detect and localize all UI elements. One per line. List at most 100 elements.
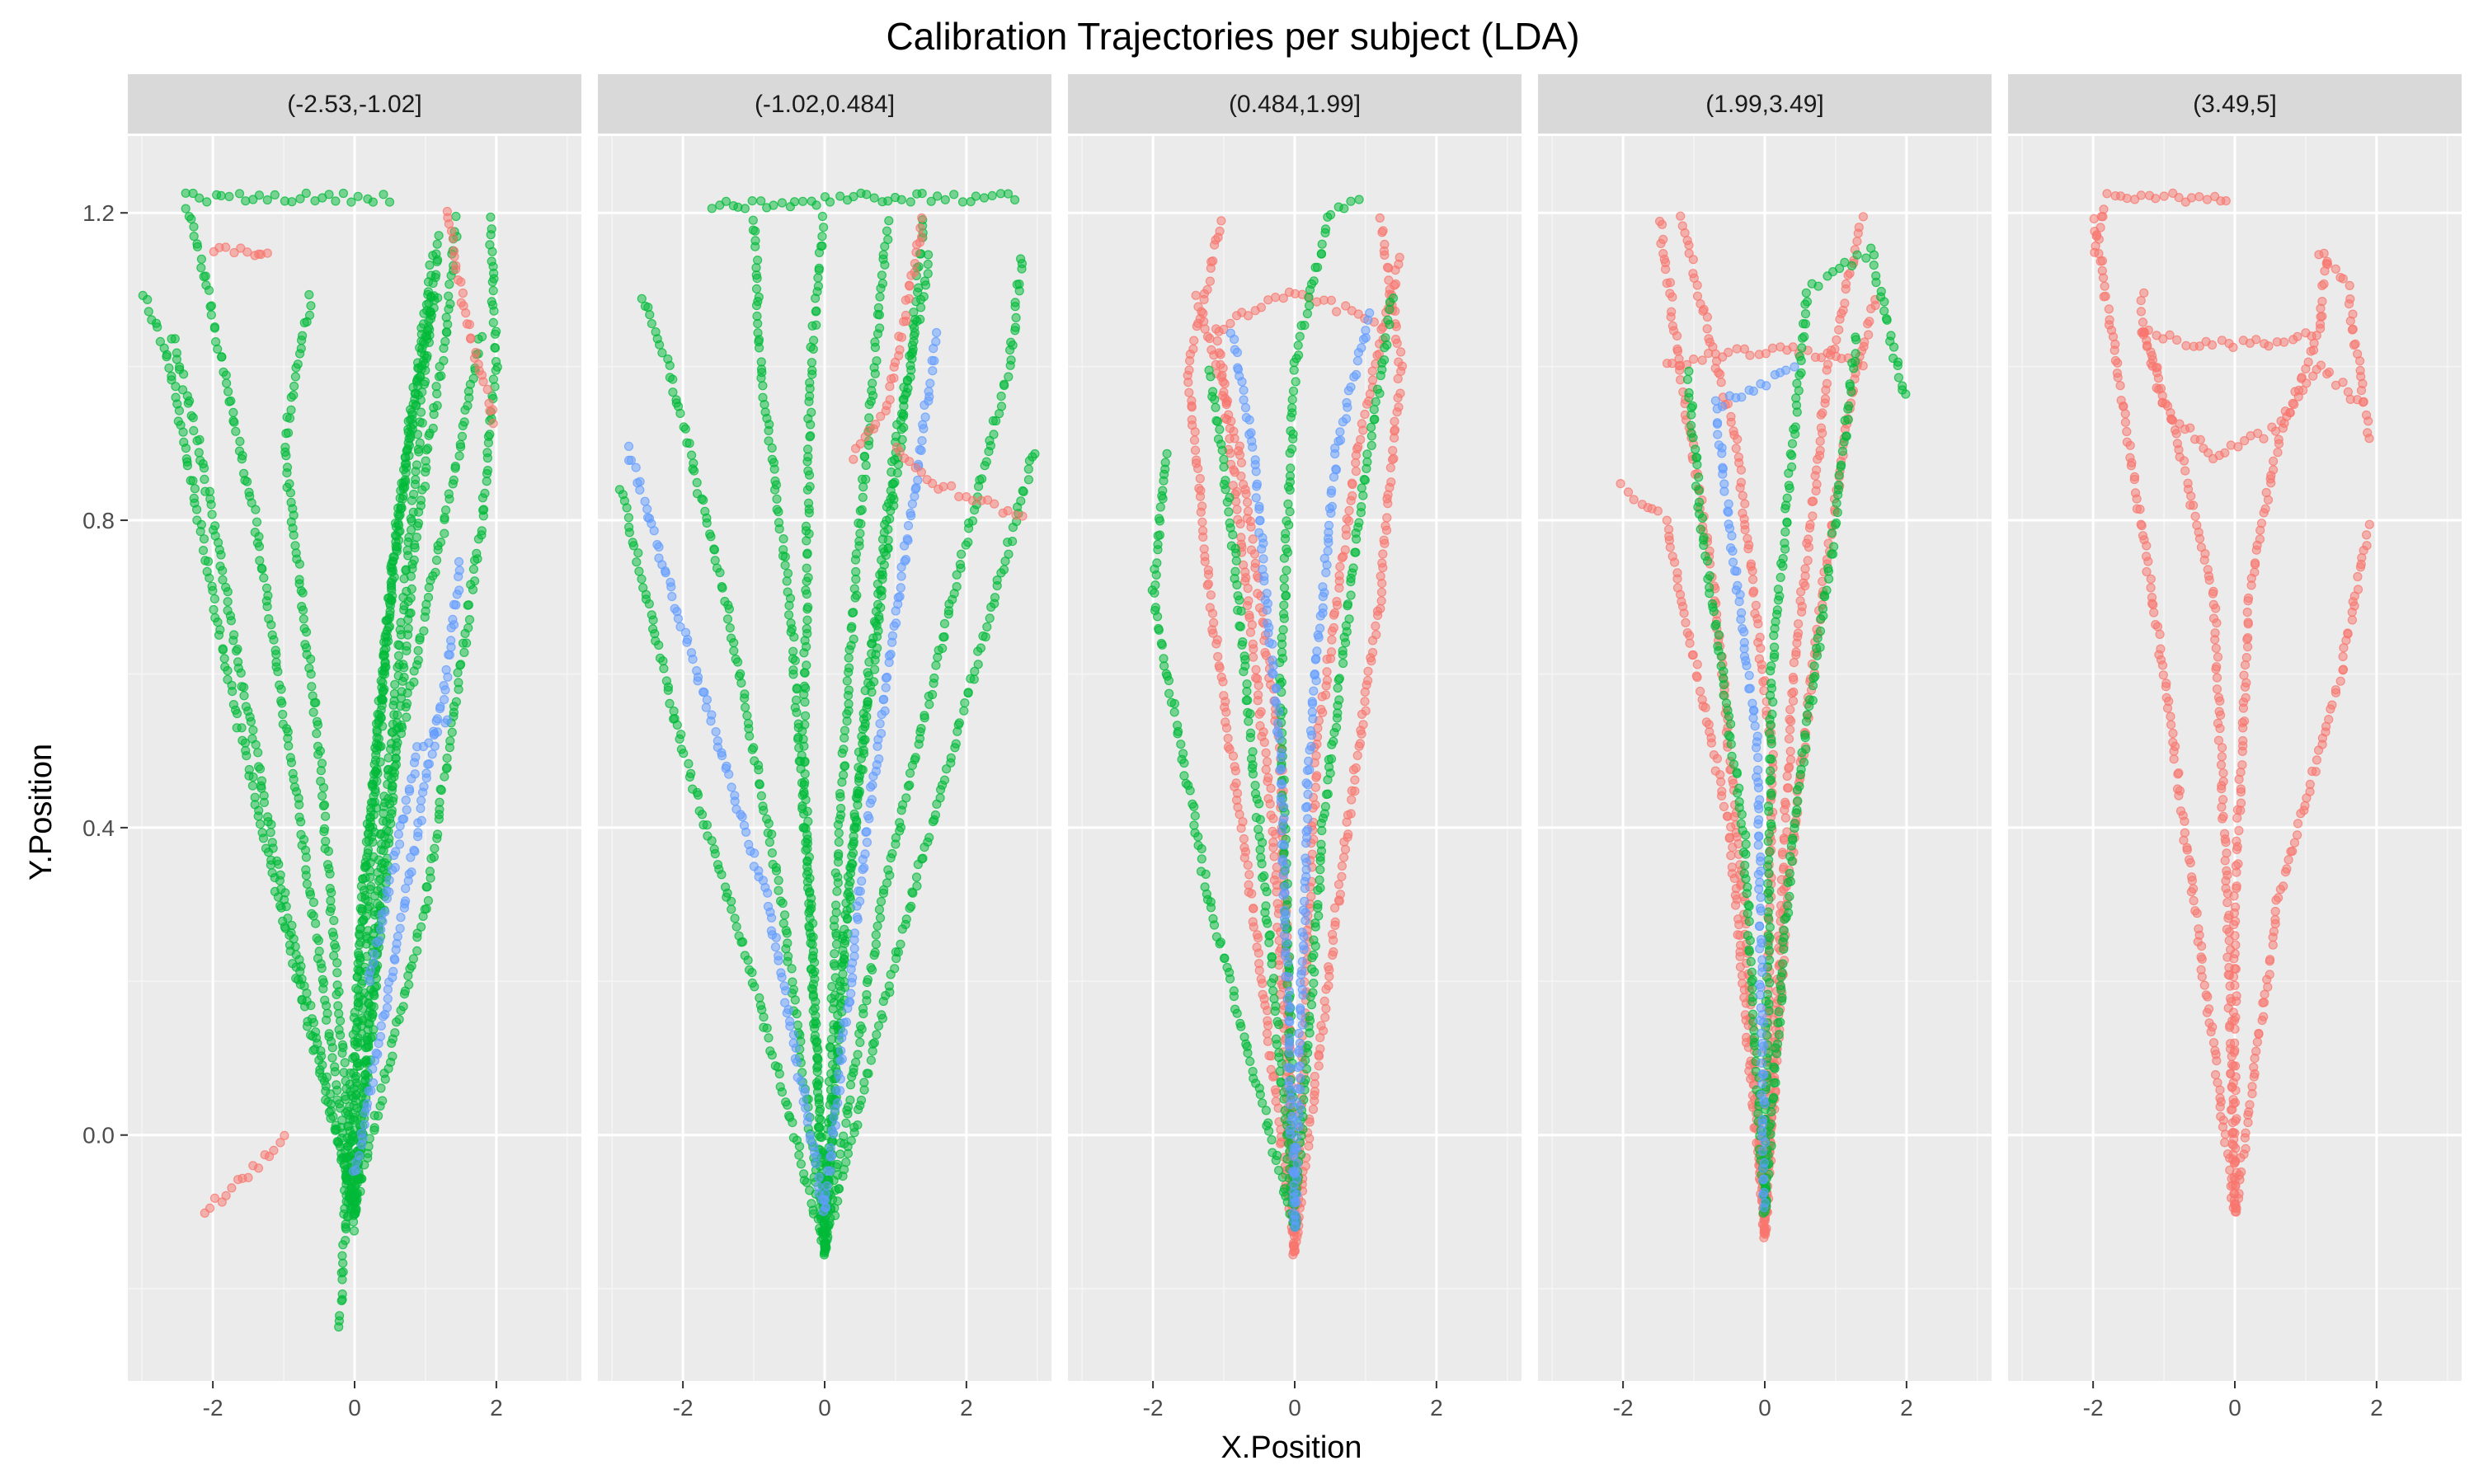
data-point — [875, 913, 886, 923]
data-point — [1329, 622, 1339, 633]
data-point — [1324, 962, 1333, 972]
data-point — [381, 629, 391, 640]
data-point — [1369, 415, 1380, 425]
data-point — [849, 928, 860, 938]
data-point — [439, 355, 449, 366]
data-point — [1300, 321, 1310, 331]
data-point — [805, 378, 815, 387]
data-point — [296, 829, 306, 839]
data-point — [1208, 618, 1219, 628]
data-point — [1272, 1017, 1282, 1026]
data-point — [1334, 695, 1344, 705]
data-point — [211, 337, 221, 347]
data-point — [734, 931, 744, 941]
data-point — [463, 600, 474, 610]
data-point — [349, 1068, 359, 1078]
data-point — [1394, 402, 1404, 412]
data-point — [861, 460, 871, 471]
data-point — [1261, 748, 1271, 758]
data-point — [1275, 674, 1285, 683]
data-point — [882, 878, 892, 888]
data-point — [1320, 690, 1331, 700]
data-point — [845, 1095, 855, 1105]
data-point — [1254, 832, 1264, 842]
data-point — [1360, 697, 1370, 707]
data-point — [261, 583, 272, 594]
data-point — [1662, 279, 1672, 289]
data-point — [838, 1027, 849, 1037]
data-point — [1297, 1020, 1307, 1030]
data-point — [241, 702, 251, 711]
data-point — [442, 327, 452, 337]
data-point — [283, 428, 294, 438]
data-point — [834, 828, 844, 838]
data-point — [426, 270, 436, 280]
data-point — [1330, 917, 1340, 928]
data-point — [842, 676, 852, 686]
data-point — [883, 235, 893, 245]
data-point — [731, 804, 741, 815]
data-point — [300, 640, 310, 650]
data-point — [772, 505, 782, 514]
data-point — [1262, 589, 1272, 599]
data-point — [1255, 515, 1265, 525]
data-point — [982, 622, 992, 632]
data-point — [705, 529, 715, 539]
data-point — [1357, 419, 1367, 429]
data-point — [182, 391, 192, 401]
data-point — [861, 474, 871, 485]
data-point — [1254, 528, 1264, 538]
data-point — [465, 334, 476, 344]
data-point — [770, 476, 780, 486]
data-point — [1244, 870, 1254, 880]
data-point — [1276, 1077, 1286, 1087]
data-point — [209, 323, 219, 333]
data-point — [909, 308, 919, 317]
data-point — [1672, 344, 1682, 354]
data-point — [908, 345, 918, 355]
data-point — [1004, 549, 1014, 559]
data-point — [369, 1025, 379, 1035]
data-point — [444, 650, 454, 660]
data-point — [764, 837, 775, 848]
data-point — [631, 463, 641, 472]
data-point — [1323, 789, 1333, 799]
data-point — [450, 461, 460, 472]
data-point — [1225, 518, 1235, 528]
data-point — [200, 474, 209, 485]
data-point — [442, 753, 452, 763]
data-point — [957, 197, 968, 207]
data-point — [1348, 563, 1358, 573]
data-point — [800, 697, 810, 707]
data-point — [1248, 639, 1258, 649]
data-point — [363, 848, 373, 858]
data-point — [1246, 428, 1256, 438]
data-point — [755, 780, 764, 790]
data-point — [808, 946, 819, 956]
data-point — [825, 1143, 835, 1153]
data-point — [1267, 952, 1277, 963]
data-point — [449, 251, 459, 261]
data-point — [1207, 387, 1218, 397]
data-point — [1252, 942, 1262, 952]
data-point — [304, 663, 314, 674]
data-point — [709, 544, 719, 554]
data-point — [1343, 599, 1353, 609]
data-point — [794, 1150, 804, 1160]
data-point — [1326, 295, 1337, 305]
data-point — [291, 548, 301, 558]
data-point — [201, 280, 211, 290]
data-point — [1395, 388, 1405, 398]
data-point — [487, 297, 496, 307]
data-point — [379, 190, 388, 200]
data-point — [774, 951, 783, 961]
data-point — [756, 791, 767, 801]
data-point — [413, 828, 423, 838]
data-point — [1285, 471, 1296, 481]
data-point — [863, 974, 873, 984]
data-point — [1291, 1142, 1300, 1152]
data-point — [799, 777, 810, 787]
data-point — [469, 576, 480, 586]
data-point — [895, 345, 905, 355]
data-point — [874, 904, 885, 914]
